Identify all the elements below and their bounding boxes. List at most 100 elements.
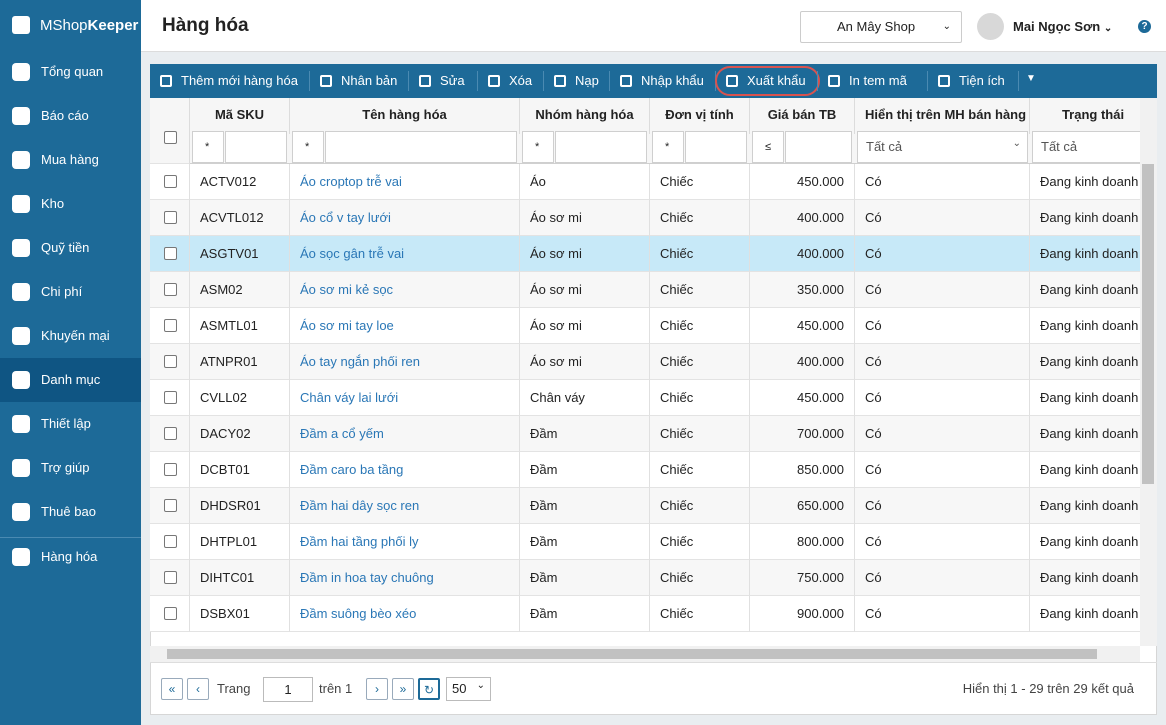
row-bg[interactable] [150, 452, 1140, 488]
page-size[interactable]: 50 ⌄ [446, 677, 491, 701]
avatar[interactable] [977, 13, 1004, 40]
row-checkbox[interactable] [164, 607, 177, 620]
h-scrollbar[interactable] [150, 646, 1140, 662]
column-header[interactable]: Hiển thị trên MH bán hàng [855, 98, 1030, 134]
product-link[interactable]: Áo sơ mi tay loe [290, 308, 520, 344]
toolbar-button[interactable]: Thêm mới hàng hóa [150, 64, 298, 98]
menu-item[interactable]: Quỹ tiền [0, 226, 141, 270]
page-input[interactable]: 1 [263, 677, 313, 702]
row-bg[interactable] [150, 596, 1140, 632]
menu-item[interactable]: Tổng quan [0, 50, 141, 94]
column-header[interactable]: Mã SKU [190, 98, 290, 134]
row-checkbox[interactable] [164, 463, 177, 476]
v-thumb[interactable] [1142, 164, 1154, 484]
shop-select[interactable]: An Mây Shop ⌄ [800, 11, 962, 43]
row-bg[interactable] [150, 560, 1140, 596]
help[interactable]: ? [1138, 20, 1151, 33]
product-link[interactable]: Áo sơ mi kẻ sọc [290, 272, 520, 308]
menu-icon [12, 503, 30, 521]
menu-item[interactable]: Thiết lập [0, 402, 141, 446]
filter-operator[interactable]: ≤ [752, 131, 784, 163]
menu-item[interactable]: Kho [0, 182, 141, 226]
filter-operator[interactable]: * [522, 131, 554, 163]
menu-item[interactable]: Báo cáo [0, 94, 141, 138]
filter-input[interactable] [325, 131, 517, 163]
product-link[interactable]: Đầm suông bèo xéo [290, 596, 520, 632]
row-checkbox[interactable] [164, 319, 177, 332]
row-bg[interactable] [150, 308, 1140, 344]
column-header[interactable]: Đơn vị tính [650, 98, 750, 134]
product-link[interactable]: Đầm a cổ yếm [290, 416, 520, 452]
filter-input[interactable] [685, 131, 747, 163]
row-bg[interactable] [150, 272, 1140, 308]
product-link[interactable]: Đầm in hoa tay chuông [290, 560, 520, 596]
first-page[interactable]: « [161, 678, 183, 700]
filter-operator[interactable]: * [652, 131, 684, 163]
row-checkbox[interactable] [164, 571, 177, 584]
filter-select[interactable]: Tất cả⌄ [1032, 131, 1140, 163]
toolbar-button[interactable]: Nhập khẩu [610, 64, 704, 98]
row-bg[interactable] [150, 416, 1140, 452]
last-page[interactable]: » [392, 678, 414, 700]
toolbar-button[interactable]: In tem mã [818, 64, 907, 98]
row-bg[interactable] [150, 164, 1140, 200]
product-link[interactable]: Áo croptop trễ vai [290, 164, 520, 200]
toolbar-button[interactable]: Tiện ích [928, 64, 1005, 98]
menu-item[interactable]: Khuyến mại [0, 314, 141, 358]
cell: 400.000 [750, 344, 855, 380]
row-bg[interactable] [150, 200, 1140, 236]
product-link[interactable]: Đầm hai dây sọc ren [290, 488, 520, 524]
user-menu[interactable]: Mai Ngọc Sơn ⌄ [1013, 19, 1113, 34]
product-link[interactable]: Áo cổ v tay lưới [290, 200, 520, 236]
filter-operator[interactable]: * [292, 131, 324, 163]
row-checkbox[interactable] [164, 355, 177, 368]
row-bg[interactable] [150, 344, 1140, 380]
menu-item[interactable]: Trợ giúp [0, 446, 141, 490]
product-link[interactable]: Chân váy lai lưới [290, 380, 520, 416]
row-bg[interactable] [150, 236, 1140, 272]
row-checkbox[interactable] [164, 211, 177, 224]
header-checkbox[interactable] [164, 131, 177, 144]
refresh[interactable]: ↻ [418, 678, 440, 700]
next-page[interactable]: › [366, 678, 388, 700]
filter-select[interactable]: Tất cả⌄ [857, 131, 1028, 163]
row-checkbox[interactable] [164, 535, 177, 548]
row-checkbox[interactable] [164, 175, 177, 188]
product-link[interactable]: Áo sọc gân trễ vai [290, 236, 520, 272]
menu-item[interactable]: Mua hàng [0, 138, 141, 182]
toolbar-dropdown[interactable]: ▼ [1026, 73, 1036, 84]
toolbar-separator [927, 71, 928, 91]
toolbar-button[interactable]: Sửa [409, 64, 465, 98]
row-checkbox[interactable] [164, 391, 177, 404]
column-header[interactable]: Nhóm hàng hóa [520, 98, 650, 134]
filter-input[interactable] [555, 131, 647, 163]
row-checkbox[interactable] [164, 283, 177, 296]
menu-item[interactable]: Chi phí [0, 270, 141, 314]
row-bg[interactable] [150, 524, 1140, 560]
top-bar: Hàng hóa An Mây Shop ⌄ Mai Ngọc Sơn ⌄ ? [141, 0, 1166, 52]
prev-page[interactable]: ‹ [187, 678, 209, 700]
row-bg[interactable] [150, 488, 1140, 524]
product-link[interactable]: Đầm hai tầng phối ly [290, 524, 520, 560]
product-link[interactable]: Đầm caro ba tầng [290, 452, 520, 488]
filter-input[interactable] [785, 131, 852, 163]
menu-item[interactable]: Danh mục [0, 358, 141, 402]
menu-item[interactable]: Hàng hóa [0, 535, 141, 579]
row-bg[interactable] [150, 380, 1140, 416]
menu-item[interactable]: Thuê bao [0, 490, 141, 534]
row-checkbox[interactable] [164, 247, 177, 260]
column-header[interactable]: Tên hàng hóa [290, 98, 520, 134]
v-scrollbar[interactable] [1140, 98, 1157, 646]
cell: 400.000 [750, 200, 855, 236]
row-checkbox[interactable] [164, 427, 177, 440]
column-header[interactable]: Giá bán TB [750, 98, 855, 134]
product-link[interactable]: Áo tay ngắn phối ren [290, 344, 520, 380]
toolbar-button[interactable]: Nạp [544, 64, 599, 98]
column-header[interactable]: Trạng thái [1030, 98, 1140, 134]
row-checkbox[interactable] [164, 499, 177, 512]
filter-input[interactable] [225, 131, 287, 163]
toolbar-button[interactable]: Xóa [478, 64, 532, 98]
h-thumb[interactable] [167, 649, 1097, 659]
toolbar-button[interactable]: Nhân bản [310, 64, 397, 98]
filter-operator[interactable]: * [192, 131, 224, 163]
